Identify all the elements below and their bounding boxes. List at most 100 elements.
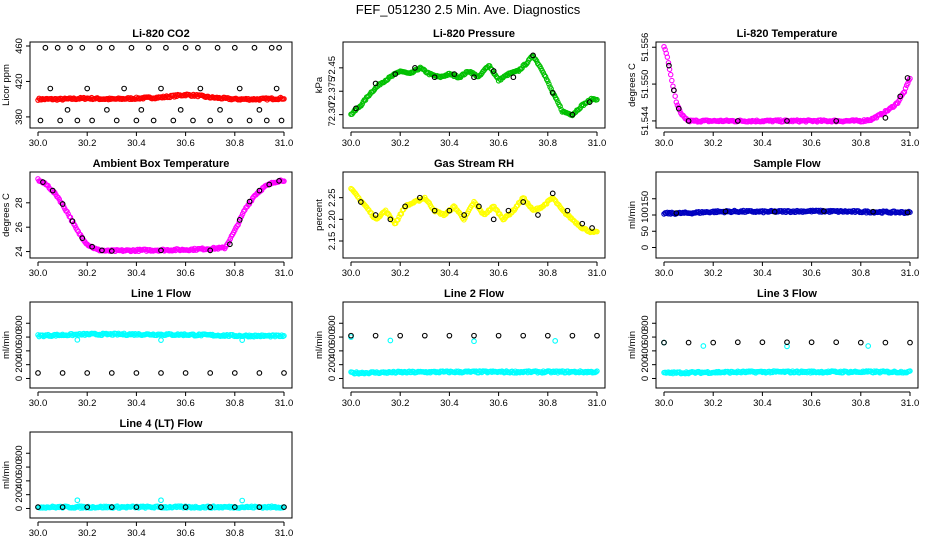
ytick-label-rh: 2.15 xyxy=(327,232,338,251)
ytick-label-temperature: 51.544 xyxy=(640,106,651,135)
data-point xyxy=(771,208,778,215)
xtick-label-pressure: 30.6 xyxy=(489,138,508,149)
data-point xyxy=(569,332,576,339)
xtick-label-pressure: 31.0 xyxy=(588,138,607,149)
xtick-label-sampleflow: 30.4 xyxy=(753,268,772,279)
series-sampleflow-sample-flow xyxy=(661,207,913,217)
panel-title-line1: Line 1 Flow xyxy=(131,288,191,300)
series-line1-line1-dips xyxy=(74,336,246,344)
series-rh-markers xyxy=(357,190,595,231)
data-point xyxy=(372,80,379,87)
data-point xyxy=(138,106,145,113)
plot-frame-co2 xyxy=(29,41,293,129)
xtick-label-boxtemp: 31.0 xyxy=(275,268,294,279)
data-point xyxy=(808,339,815,346)
ytick-label-line4: 400 xyxy=(14,473,25,489)
panel-title-pressure: Li-820 Pressure xyxy=(433,28,515,40)
data-point xyxy=(546,81,552,87)
data-point xyxy=(502,73,509,79)
ytick-label-line2: 600 xyxy=(327,329,338,345)
data-point xyxy=(907,339,913,346)
ylabel-temperature: degrees C xyxy=(627,63,638,107)
data-point xyxy=(84,504,91,510)
xtick-label-sampleflow: 30.2 xyxy=(704,268,723,279)
ytick-label-co2: 420 xyxy=(14,74,25,90)
ylabel-line3: ml/min xyxy=(627,331,638,359)
data-point xyxy=(163,44,169,51)
data-point xyxy=(234,223,240,229)
data-point xyxy=(368,209,374,216)
ytick-label-boxtemp: 26 xyxy=(14,222,25,233)
plot-frame-line1 xyxy=(29,301,293,389)
data-point xyxy=(395,217,401,223)
data-point xyxy=(133,370,140,376)
ytick-label-pressure: 72.45 xyxy=(327,56,338,80)
data-point xyxy=(121,85,127,92)
data-point xyxy=(667,71,674,78)
series-boxtemp-markers xyxy=(40,178,282,254)
ytick-label-sampleflow: 150 xyxy=(640,191,651,207)
data-point xyxy=(59,201,66,207)
data-point xyxy=(96,44,103,51)
ytick-label-line4: 800 xyxy=(14,445,25,461)
plot-frame-line2 xyxy=(342,301,606,389)
xtick-label-line3: 30.6 xyxy=(802,398,821,409)
data-point xyxy=(239,337,246,344)
data-point xyxy=(545,78,551,85)
panel-temperature: Li-820 Temperature degrees C51.544 51.550 5… xyxy=(627,28,919,149)
data-point xyxy=(907,209,913,215)
xtick-label-co2: 30.0 xyxy=(29,138,48,149)
data-point xyxy=(182,370,189,376)
data-point xyxy=(784,339,790,346)
data-point xyxy=(276,44,282,51)
xtick-label-line3: 30.8 xyxy=(852,398,871,409)
xtick-label-co2: 30.8 xyxy=(226,138,245,149)
ytick-label-pressure: 72.375 xyxy=(327,77,338,106)
ytick-label-co2: 380 xyxy=(14,109,25,125)
data-point xyxy=(231,504,238,510)
data-point xyxy=(217,106,223,113)
plot-frame-line3 xyxy=(655,301,919,389)
data-point xyxy=(549,89,556,96)
series-co2-low-markers xyxy=(37,117,285,124)
data-point xyxy=(821,208,827,214)
data-point xyxy=(276,178,282,184)
data-point xyxy=(251,44,258,51)
ylabel-line4: ml/min xyxy=(1,461,12,489)
data-point xyxy=(37,117,44,124)
data-point xyxy=(214,44,221,51)
series-line3-line3-dips xyxy=(661,339,872,350)
data-point xyxy=(544,332,551,339)
data-point xyxy=(882,115,889,121)
data-point xyxy=(150,117,157,124)
data-point xyxy=(421,332,428,339)
data-point xyxy=(353,105,359,112)
data-point xyxy=(476,203,482,210)
xtick-label-line4: 30.6 xyxy=(176,528,195,539)
ylabel-line2: ml/min xyxy=(314,331,325,359)
data-point xyxy=(158,497,164,504)
xtick-label-temperature: 30.8 xyxy=(852,138,871,149)
data-point xyxy=(412,64,418,71)
data-point xyxy=(239,497,246,504)
data-point xyxy=(902,85,909,92)
data-point xyxy=(672,93,678,99)
data-point xyxy=(907,368,913,374)
xtick-label-temperature: 31.0 xyxy=(901,138,920,149)
data-point xyxy=(57,117,63,124)
xtick-label-line3: 30.2 xyxy=(704,398,723,409)
data-point xyxy=(666,66,673,73)
data-point xyxy=(759,339,766,346)
data-point xyxy=(594,332,600,339)
xtick-label-pressure: 30.4 xyxy=(440,138,459,149)
data-point xyxy=(84,85,91,92)
data-point xyxy=(227,236,234,242)
ytick-label-line1: 800 xyxy=(14,315,25,331)
data-point xyxy=(79,44,86,51)
data-point xyxy=(89,243,95,250)
